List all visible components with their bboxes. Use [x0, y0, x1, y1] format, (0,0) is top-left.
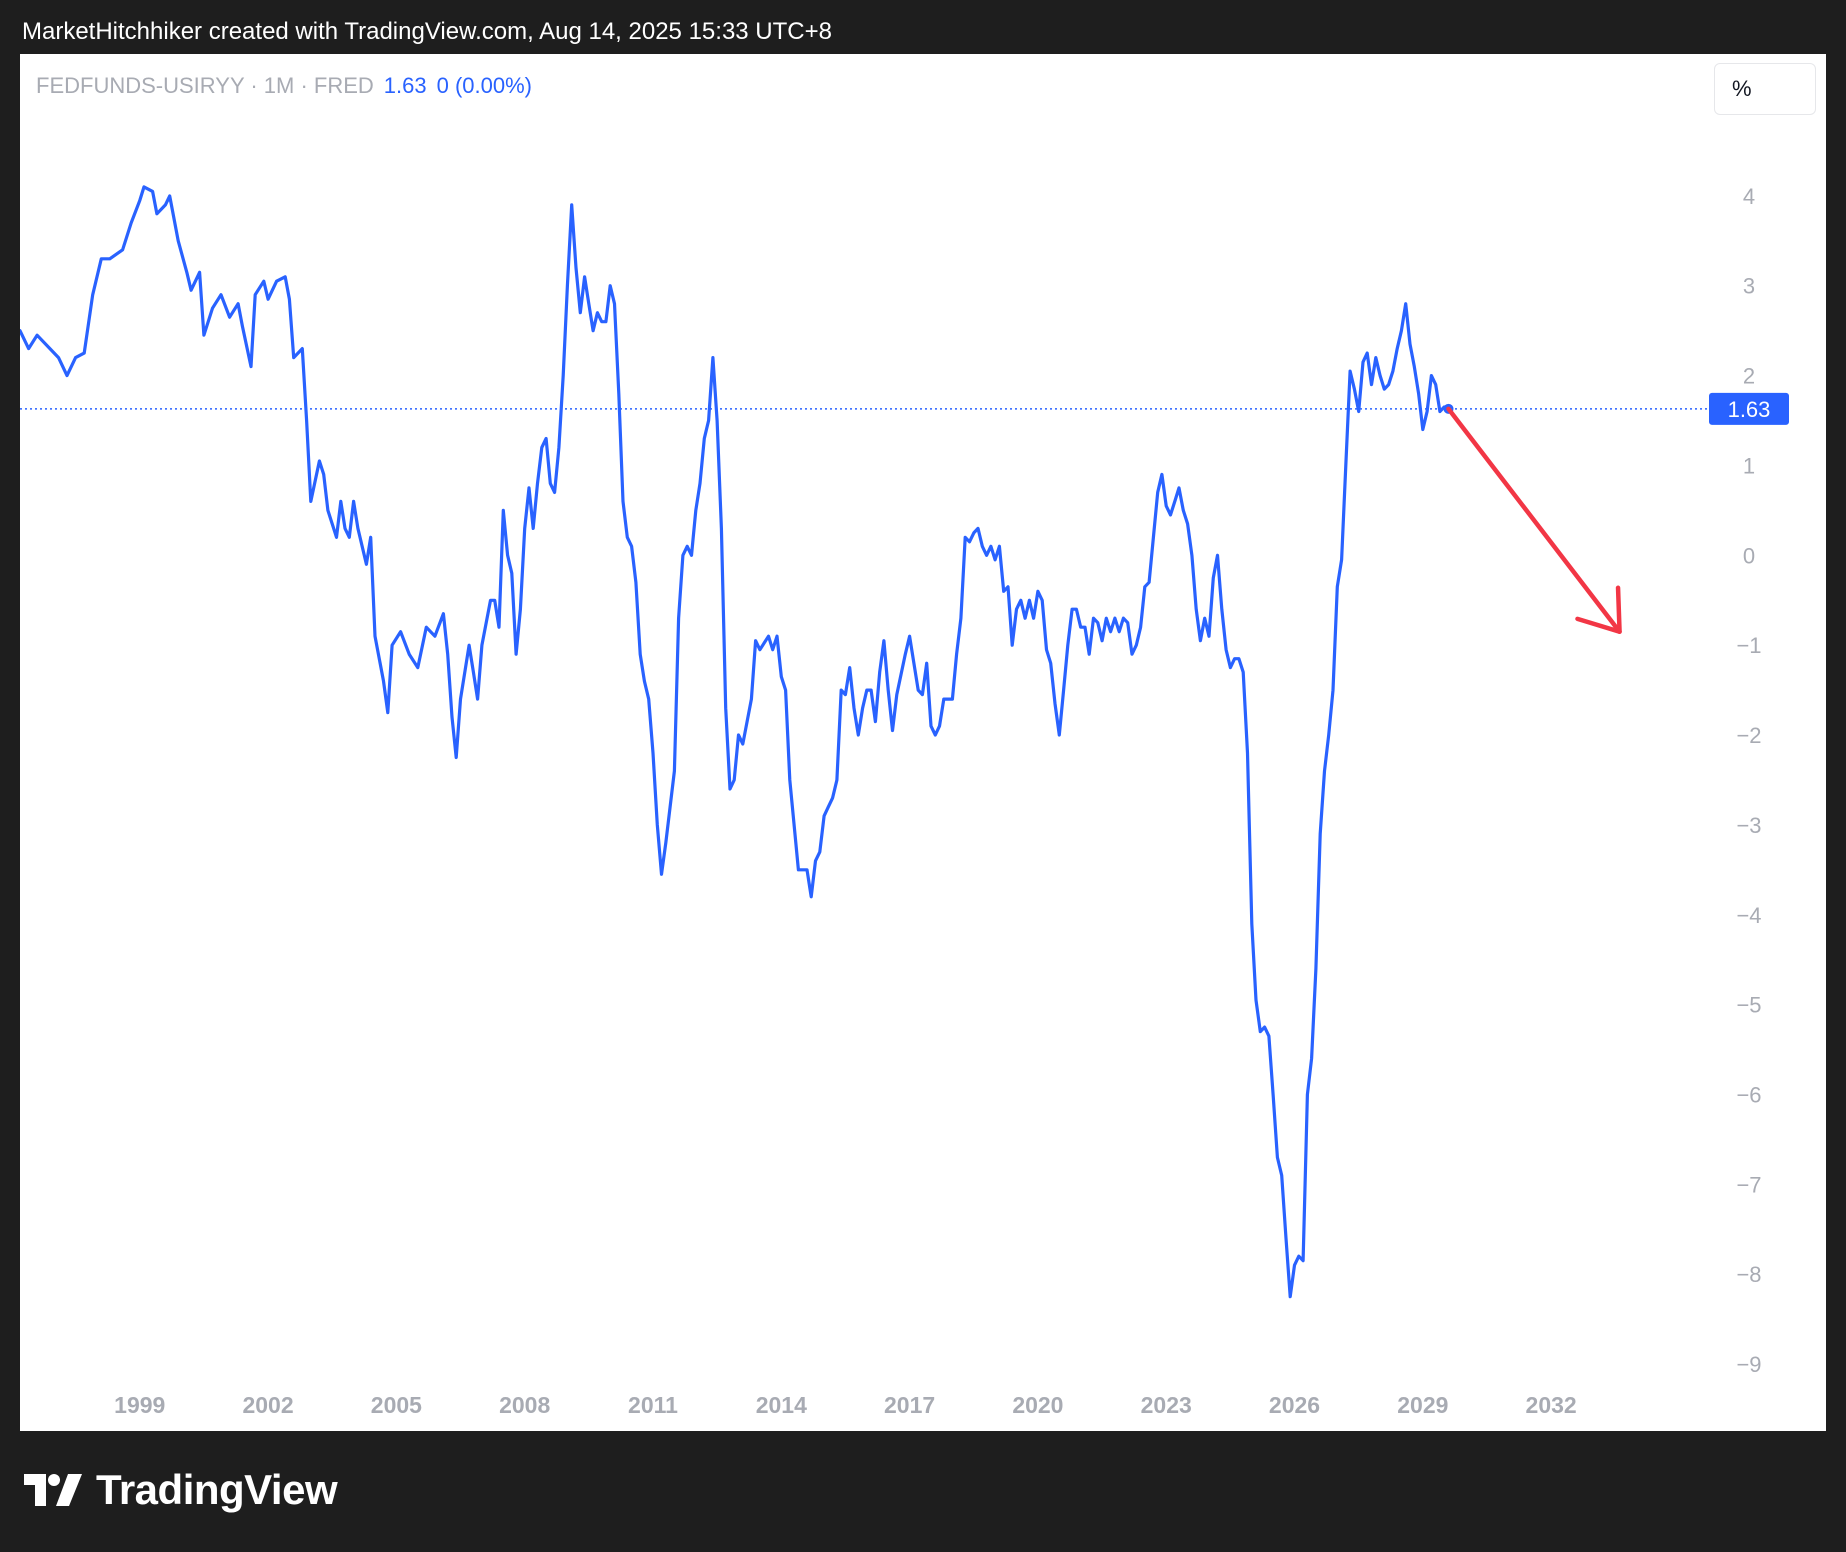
x-tick-label: 2023 [1141, 1392, 1192, 1418]
line-chart[interactable]: 4 3 2 1 0 −1 −2 −3 −4 −5 −6 −7 −8 −9 1999 2002 2005 2008 2… [20, 54, 1826, 1431]
x-tick-label: 2032 [1526, 1392, 1577, 1418]
brand-name: TradingView [96, 1466, 338, 1513]
y-tick-label: −9 [1736, 1352, 1761, 1377]
chart-pane[interactable]: 4 3 2 1 0 −1 −2 −3 −4 −5 −6 −7 −8 −9 1999 2002 2005 2008 2… [20, 54, 1826, 1431]
y-tick-label: −4 [1736, 903, 1761, 928]
y-tick-label: 0 [1743, 543, 1755, 568]
x-tick-label: 2002 [242, 1392, 293, 1418]
series-line [20, 185, 1451, 1299]
x-tick-label: 2029 [1397, 1392, 1448, 1418]
x-tick-label: 2014 [756, 1392, 807, 1418]
y-tick-label: −7 [1736, 1172, 1761, 1197]
y-tick-label: −1 [1736, 633, 1761, 658]
x-tick-label: 2017 [884, 1392, 935, 1418]
y-tick-label: −8 [1736, 1262, 1761, 1287]
attribution-text: MarketHitchhiker created with TradingVie… [22, 18, 832, 45]
x-tick-label: 2026 [1269, 1392, 1320, 1418]
y-tick-label: −6 [1736, 1082, 1761, 1107]
y-tick-label: 1 [1743, 453, 1755, 478]
last-value-badge [1709, 392, 1789, 425]
x-tick-label: 1999 [114, 1392, 165, 1418]
x-tick-label: 2011 [628, 1392, 678, 1418]
y-tick-label: −3 [1736, 813, 1761, 838]
legend-change: 0 (0.00%) [436, 73, 532, 98]
tradingview-brand[interactable]: TradingView [24, 1466, 338, 1514]
series-legend[interactable]: FEDFUNDS-USIRYY · 1M · FRED 1.63 0 (0.00%) [36, 71, 532, 101]
percent-scale-button[interactable]: % [1714, 63, 1816, 115]
arrow-annotation-line [1446, 406, 1622, 634]
arrow-annotation-head [1575, 585, 1622, 634]
y-tick-label: 4 [1743, 184, 1755, 209]
x-tick-label: 2020 [1012, 1392, 1063, 1418]
y-tick-label: −5 [1736, 993, 1761, 1018]
last-value-badge-label: 1.63 [1728, 397, 1771, 422]
tradingview-logo-icon [24, 1474, 82, 1506]
y-tick-label: 3 [1743, 274, 1755, 299]
y-tick-label: −2 [1736, 723, 1761, 748]
x-tick-label: 2008 [499, 1392, 550, 1418]
x-tick-label: 2005 [371, 1392, 422, 1418]
legend-symbol: FEDFUNDS-USIRYY · 1M · FRED [36, 73, 374, 98]
y-tick-label: 2 [1743, 364, 1755, 389]
legend-last-value: 1.63 [383, 73, 427, 98]
